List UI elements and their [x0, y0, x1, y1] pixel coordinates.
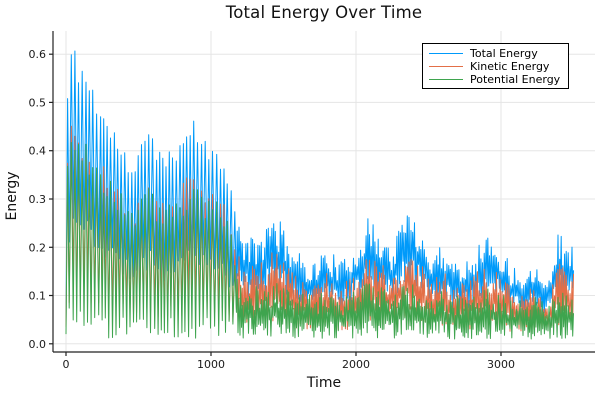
- legend-entry-label: Kinetic Energy: [470, 60, 550, 73]
- legend-line-swatch: [429, 79, 463, 80]
- x-tick-label: 1000: [197, 358, 225, 371]
- chart-title: Total Energy Over Time: [225, 3, 423, 22]
- y-tick-label: 0.1: [29, 290, 47, 303]
- y-tick-label: 0.3: [29, 193, 47, 206]
- series-line-potential-energy: [65, 142, 574, 340]
- legend-entry-label: Potential Energy: [470, 73, 561, 86]
- legend-line-swatch: [429, 66, 463, 67]
- x-tick-label: 3000: [487, 358, 515, 371]
- x-tick-label: 0: [63, 358, 70, 371]
- legend-entry: Potential Energy: [429, 73, 568, 86]
- y-tick-label: 0.5: [29, 96, 47, 109]
- series-line-total-energy: [65, 50, 574, 323]
- legend-entry: Kinetic Energy: [429, 60, 568, 73]
- y-tick-label: 0.0: [29, 338, 47, 351]
- legend: Total Energy Kinetic Energy Potential Ener…: [422, 43, 569, 89]
- y-tick-label: 0.2: [29, 241, 47, 254]
- x-axis-label: Time: [306, 375, 342, 391]
- y-axis-label: Energy: [4, 171, 20, 221]
- y-tick-label: 0.6: [29, 48, 47, 61]
- y-tick-label: 0.4: [29, 145, 47, 158]
- legend-entry-label: Total Energy: [470, 47, 538, 60]
- x-tick-label: 2000: [342, 358, 370, 371]
- legend-line-swatch: [429, 53, 463, 54]
- legend-entry: Total Energy: [429, 47, 568, 60]
